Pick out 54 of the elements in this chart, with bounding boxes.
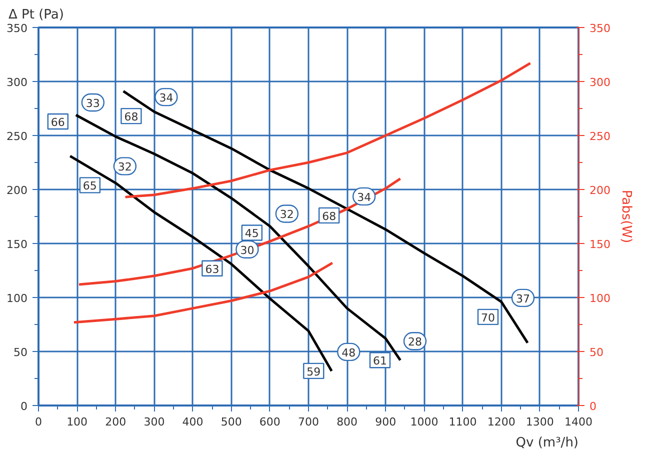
annotation: 34 (357, 190, 372, 204)
x-tick-label: 900 (375, 416, 396, 428)
x-tick-label: 400 (182, 416, 204, 428)
y-tick-label: 200 (6, 184, 28, 197)
x-tick-label: 1300 (526, 416, 554, 428)
annotation: 32 (118, 160, 132, 174)
y2-tick-label: 300 (590, 76, 610, 89)
y-tick-label: 300 (6, 76, 28, 89)
x-tick-label: 600 (259, 416, 280, 428)
annotation: 59 (306, 365, 321, 378)
x-tick-label: 100 (66, 416, 88, 428)
x-tick-label: 800 (336, 416, 358, 428)
x-tick-label: 300 (144, 416, 165, 428)
y2-tick-label: 100 (590, 292, 610, 305)
y-tick-label: 150 (6, 238, 28, 251)
annotation: 45 (244, 227, 259, 240)
annotation: 34 (159, 92, 174, 105)
y-axis-title: Δ Pt (Pa) (8, 8, 64, 22)
x-axis-title: Qv (m³/h) (516, 436, 579, 450)
annotation: 48 (342, 346, 356, 360)
y-tick-label: 350 (6, 22, 28, 35)
x-tick-label: 1100 (448, 416, 477, 428)
annotation: 65 (82, 180, 97, 193)
annotation: 33 (86, 96, 100, 110)
x-tick-label: 200 (105, 416, 126, 428)
y2-tick-label: 250 (590, 130, 610, 143)
x-tick-label: 500 (220, 416, 242, 428)
annotation: 37 (516, 292, 530, 306)
annotation: 32 (280, 208, 294, 222)
x-tick-label: 1000 (410, 416, 438, 428)
y-tick-label: 0 (20, 400, 28, 413)
x-tick-label: 0 (35, 416, 42, 428)
annotation: 70 (480, 311, 495, 324)
y2-tick-label: 350 (590, 22, 610, 35)
y-tick-label: 100 (6, 292, 28, 305)
annotation: 68 (124, 110, 138, 124)
annotation: 28 (408, 336, 422, 349)
x-tick-label: 1200 (487, 416, 516, 428)
y-tick-label: 250 (6, 130, 28, 143)
annotation: 68 (322, 210, 336, 223)
x-tick-label: 1400 (564, 416, 593, 428)
y2-tick-label: 200 (590, 184, 610, 197)
annotation: 66 (50, 116, 65, 129)
y2-tick-label: 150 (590, 238, 610, 251)
y2-axis-title: Pabs(W) (618, 190, 634, 244)
x-tick-label: 700 (298, 416, 319, 428)
annotation: 63 (205, 262, 220, 276)
y-tick-label: 50 (14, 346, 28, 359)
annotation: 30 (240, 244, 254, 257)
annotation: 61 (372, 354, 387, 368)
line-series (72, 262, 334, 324)
y2-tick-label: 50 (590, 346, 604, 359)
line-series (78, 177, 402, 286)
y2-tick-label: 0 (590, 400, 596, 413)
